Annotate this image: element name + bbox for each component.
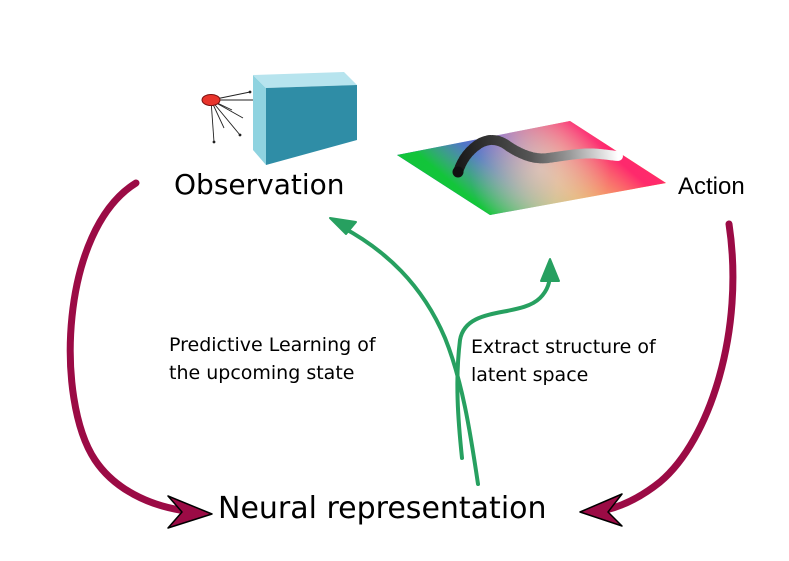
extract-note-line-1: Extract structure of	[471, 336, 656, 358]
extract-note-line-2: latent space	[471, 364, 589, 386]
predictive-learning-arrow	[329, 217, 480, 486]
predictive-learning-note: Predictive Learning of the upcoming stat…	[169, 331, 376, 387]
neural-representation-label: Neural representation	[218, 491, 547, 526]
color-map-surface-icon	[397, 121, 666, 215]
predictive-note-line-1: Predictive Learning of	[169, 334, 376, 356]
extract-structure-arrow	[455, 258, 560, 460]
observation-to-neural-arrow	[66, 179, 213, 529]
cube-icon	[253, 72, 357, 165]
eye-icon	[201, 90, 254, 144]
trajectory-path	[452, 135, 623, 178]
action-to-neural-arrow	[579, 220, 737, 527]
observation-label: Observation	[174, 168, 345, 201]
predictive-note-line-2: the upcoming state	[169, 362, 355, 384]
extract-structure-note: Extract structure of latent space	[471, 333, 656, 389]
action-label: Action	[678, 173, 745, 200]
